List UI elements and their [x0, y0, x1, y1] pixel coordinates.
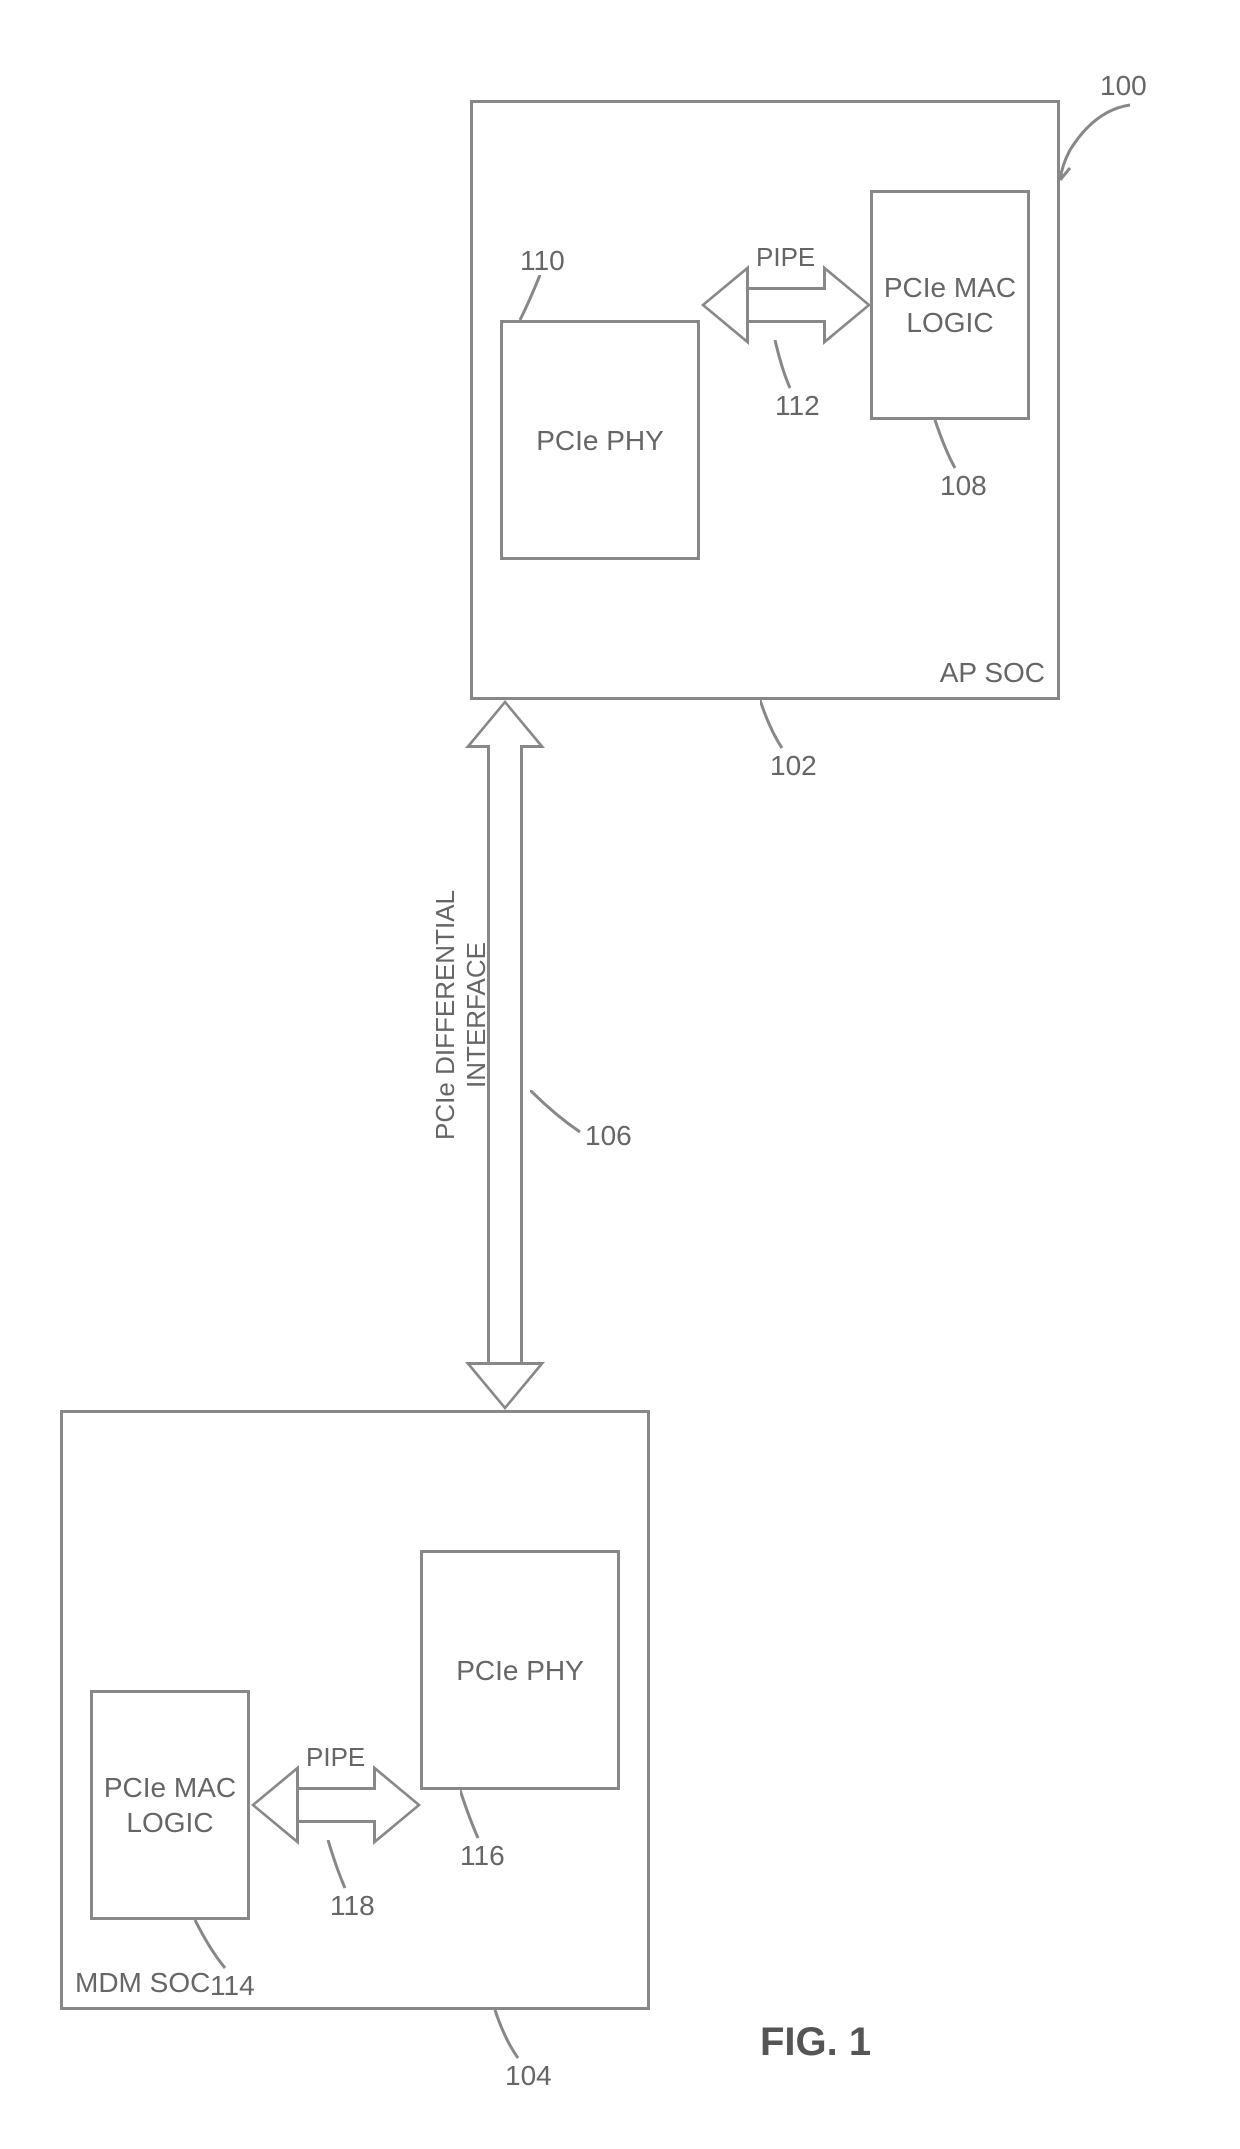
ap-pcie-phy-box: PCIe PHY [500, 320, 700, 560]
ap-pcie-mac-label: PCIe MAC LOGIC [873, 270, 1027, 340]
mdm-pipe-label: PIPE [306, 1742, 365, 1773]
ap-pipe-label: PIPE [756, 242, 815, 273]
ref-110: 110 [520, 245, 565, 277]
ref-106: 106 [585, 1120, 632, 1152]
mdm-pcie-phy-box: PCIe PHY [420, 1550, 620, 1790]
mdm-pipe-arrow [251, 1765, 421, 1845]
figure-caption: FIG. 1 [760, 2020, 871, 2065]
ref-114-leader [190, 1920, 245, 1975]
ap-soc-label: AP SOC [940, 657, 1045, 689]
ap-pcie-mac-box: PCIe MAC LOGIC [870, 190, 1030, 420]
diff-iface-label: PCIe DIFFERENTIAL INTERFACE [430, 890, 492, 1140]
ap-pcie-phy-label: PCIe PHY [536, 423, 664, 458]
figure-canvas: 100 AP SOC 102 PCIe PHY 110 PCIe MAC LOG… [40, 40, 1200, 2109]
ref-110-leader [518, 275, 568, 325]
ap-pipe-arrow [701, 265, 871, 345]
mdm-pcie-mac-box: PCIe MAC LOGIC [90, 1690, 250, 1920]
mdm-pcie-mac-label: PCIe MAC LOGIC [93, 1770, 247, 1840]
ref-108-leader [930, 420, 980, 475]
ref-116-leader [460, 1790, 510, 1845]
ref-104-leader [490, 2010, 550, 2065]
ref-112-leader [770, 340, 820, 395]
ref-106-leader [530, 1090, 590, 1145]
ref-118-leader [325, 1840, 375, 1895]
ref-102-leader [760, 700, 820, 760]
mdm-pcie-phy-label: PCIe PHY [456, 1653, 584, 1688]
